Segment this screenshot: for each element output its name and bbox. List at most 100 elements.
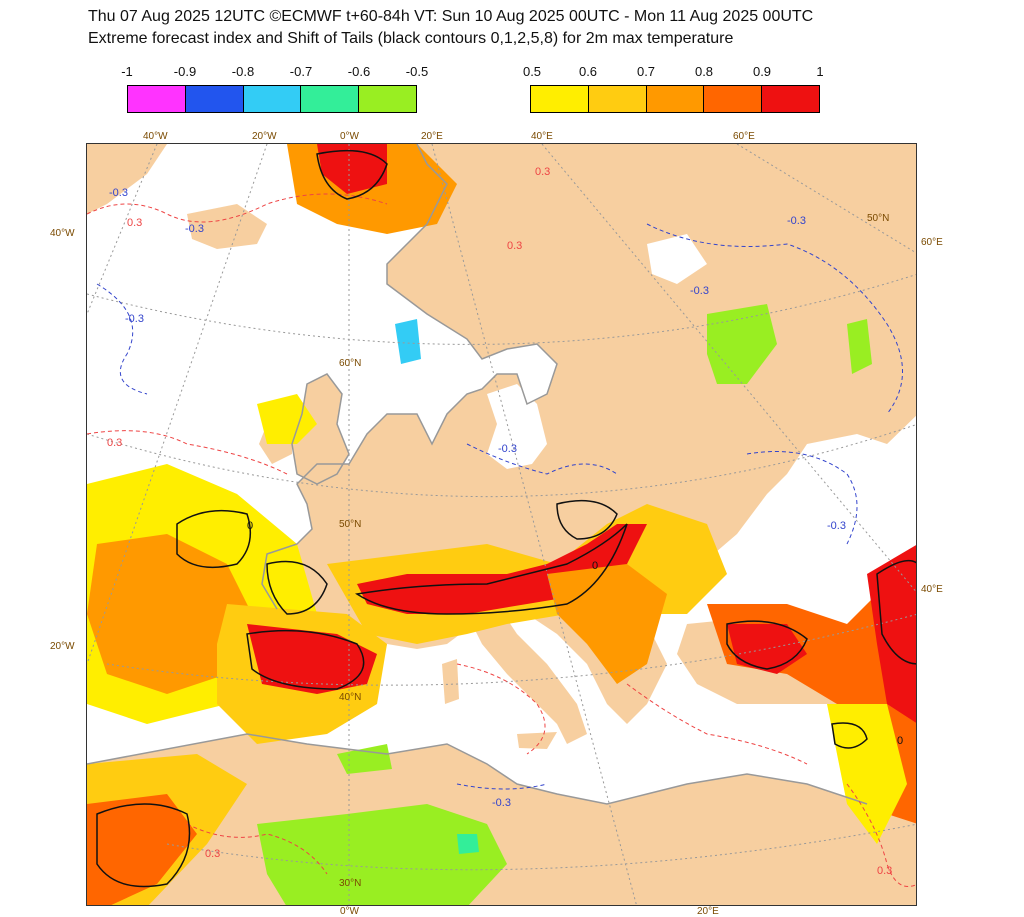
graticule-label-top: 40°W: [143, 131, 168, 142]
meridian-60e: [736, 144, 916, 254]
parallel-50n: [87, 424, 916, 498]
white-sea: [647, 234, 707, 284]
scale-tick: -1: [121, 64, 133, 79]
efi-contour-minus03: [466, 443, 618, 475]
efi-contour-plus03: [87, 193, 388, 223]
scale-swatch: [185, 86, 244, 112]
latitude-labels: 60°N 50°N 40°N 30°N 50°N: [339, 213, 889, 889]
contour-label-minus03: -0.3: [185, 223, 204, 235]
efi-green-urals: [847, 319, 872, 374]
sot-contours: [96, 149, 916, 888]
graticule-label-top: 20°E: [421, 131, 443, 142]
scale-swatch: [301, 86, 360, 112]
efi-green-algeria: [337, 744, 392, 774]
scale-tick: -0.7: [289, 64, 313, 79]
negative-color-scale: [127, 85, 417, 113]
contour-label-plus03: 0.3: [535, 166, 550, 178]
graticule-label-left: 40°W: [50, 228, 75, 239]
lat-label: 30°N: [339, 878, 361, 889]
contour-label-plus03: 0.3: [507, 240, 522, 252]
scale-tick: 0.9: [752, 64, 772, 79]
efi-contour-plus03: [456, 663, 546, 755]
coastline: [291, 373, 350, 485]
graticule-label-bottom: 20°E: [697, 906, 719, 917]
efi-orange-turkey: [707, 546, 916, 824]
efi-yellow-middle-east-coast: [827, 704, 907, 844]
contour-label-minus03: -0.3: [498, 443, 517, 455]
land-british-isles: [292, 374, 349, 484]
lat-label: 50°N: [339, 519, 361, 530]
efi-positive-areas: [87, 144, 916, 905]
efi-contour-plus03: [87, 430, 288, 475]
map-canvas: -0.3 -0.3 -0.3 -0.3 -0.3 -0.3 -0.3 -0.3 …: [87, 144, 916, 905]
graticule-label-left: 20°W: [50, 641, 75, 652]
contour-label-plus03: 0.3: [205, 848, 220, 860]
coastline: [261, 144, 558, 610]
sot-contour: [96, 803, 191, 888]
efi-contours-positive: [87, 193, 916, 887]
efi-contour-plus03: [846, 783, 916, 887]
meridian-20e: [431, 144, 637, 905]
scale-tick: -0.5: [405, 64, 429, 79]
scale-swatch: [531, 86, 589, 112]
sot-contour: [726, 620, 808, 670]
graticule-label-top: 60°E: [733, 131, 755, 142]
efi-yellow-north-sea: [257, 394, 317, 444]
negative-scale-ticks: -1 -0.9 -0.8 -0.7 -0.6 -0.5: [121, 64, 428, 80]
efi-contour-minus03: [96, 283, 148, 395]
positive-scale-ticks: 0.5 0.6 0.7 0.8 0.9 1: [523, 64, 824, 80]
coastlines: [87, 144, 868, 805]
sot-contour: [831, 722, 868, 749]
lat-label: 50°N: [867, 213, 889, 224]
land-iceland: [187, 204, 267, 249]
scale-swatch: [128, 86, 186, 112]
contour-label-minus03: -0.3: [109, 187, 128, 199]
scale-swatch: [646, 86, 705, 112]
efi-map: -0.3 -0.3 -0.3 -0.3 -0.3 -0.3 -0.3 -0.3 …: [86, 143, 917, 906]
contour-label-plus03: 0.3: [127, 217, 142, 229]
lat-label: 40°N: [339, 692, 361, 703]
scale-swatch: [359, 86, 416, 112]
contour-label-minus03: -0.3: [690, 285, 709, 297]
efi-contour-plus03: [186, 823, 328, 875]
graticule-label-top: 0°W: [340, 131, 359, 142]
efi-red-norway-coast: [317, 144, 387, 194]
efi-red-iberia: [247, 624, 377, 694]
efi-orange-balkans: [547, 564, 667, 684]
scale-swatch: [243, 86, 302, 112]
meridian-20w: [87, 144, 268, 665]
scale-tick: 0.8: [694, 64, 714, 79]
graticule-label-bottom: 0°W: [340, 906, 359, 917]
positive-color-scale: [530, 85, 820, 113]
graticule-label-right: 40°E: [921, 584, 943, 595]
scale-tick: 0.6: [578, 64, 598, 79]
black-sea: [687, 564, 827, 614]
efi-red-middle-east: [867, 545, 916, 723]
efi-green-russia: [707, 304, 777, 384]
title-line-1: Thu 07 Aug 2025 12UTC ©ECMWF t+60-84h VT…: [88, 8, 814, 25]
efi-teal-norway: [395, 319, 421, 364]
meridian-40w: [87, 144, 158, 315]
contour-label-zero: 0: [897, 735, 903, 747]
contour-label-plus03: 0.3: [877, 865, 892, 877]
contour-label-plus03: 0.3: [107, 437, 122, 449]
contour-label-minus03: -0.3: [492, 797, 511, 809]
graticule-label-top: 20°W: [252, 131, 277, 142]
scale-swatch: [588, 86, 647, 112]
scale-tick: -0.9: [173, 64, 197, 79]
efi-contour-minus03: [456, 783, 548, 790]
efi-orange-atlantic: [87, 534, 257, 694]
contour-label-minus03: -0.3: [827, 520, 846, 532]
sot-contour: [266, 560, 328, 615]
graticule: [87, 144, 916, 905]
contour-labels: -0.3 -0.3 -0.3 -0.3 -0.3 -0.3 -0.3 -0.3 …: [107, 166, 903, 877]
scale-swatch: [704, 86, 763, 112]
efi-negative-areas: [257, 304, 872, 905]
contour-label-minus03: -0.3: [787, 215, 806, 227]
lat-label: 60°N: [339, 358, 361, 369]
efi-orange-north-africa: [87, 794, 197, 905]
scale-swatch: [762, 86, 819, 112]
scale-tick: 0.5: [522, 64, 542, 79]
sot-contour: [355, 523, 628, 615]
sot-contour: [246, 629, 365, 690]
